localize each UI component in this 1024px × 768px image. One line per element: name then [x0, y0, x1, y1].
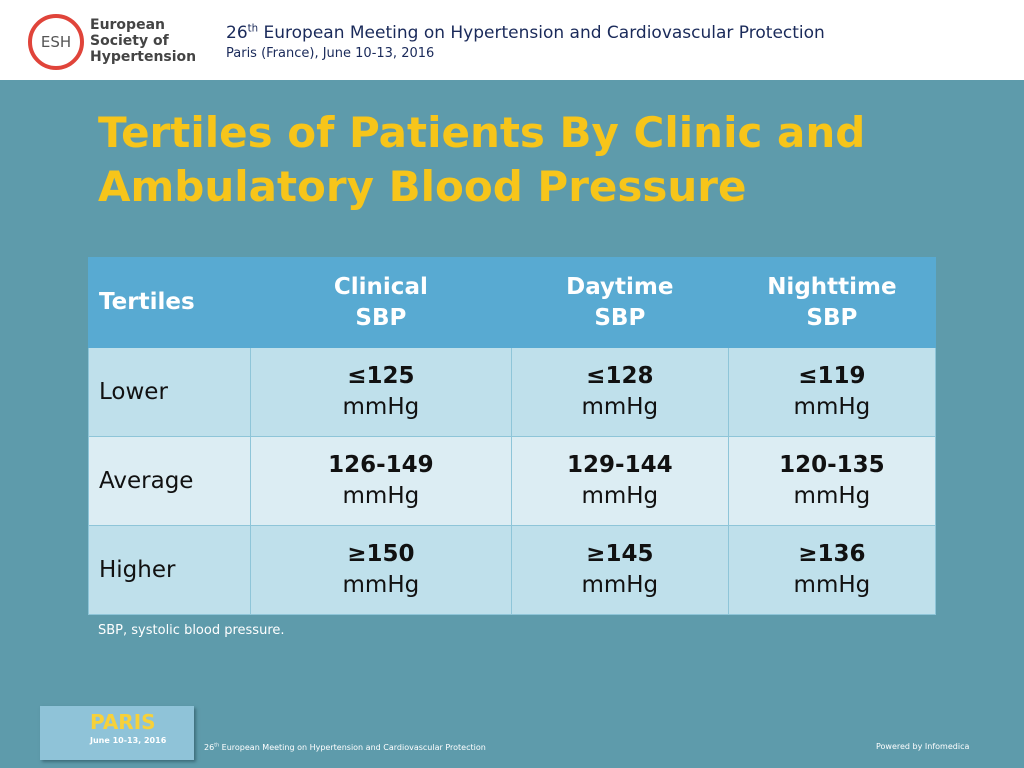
- header-cell: Tertiles: [88, 257, 251, 348]
- cell-value: ≥145: [586, 541, 654, 567]
- data-cell: ≥136 mmHg: [727, 525, 937, 615]
- logo-mark: ESH: [28, 14, 84, 70]
- cell-unit: mmHg: [793, 394, 871, 420]
- meeting-suffix: th: [247, 23, 259, 35]
- header-line: Clinical: [333, 273, 428, 300]
- header-line: Nighttime: [767, 273, 897, 300]
- cell-unit: mmHg: [342, 483, 420, 509]
- title-line: Tertiles of Patients By Clinic and: [98, 108, 866, 157]
- cell-unit: mmHg: [342, 572, 420, 598]
- cell-unit: mmHg: [342, 394, 420, 420]
- cell-unit: mmHg: [793, 572, 871, 598]
- row-label: Average: [88, 436, 251, 526]
- data-cell: 129-144 mmHg: [510, 436, 729, 526]
- cell-value: ≤125: [347, 363, 415, 389]
- meeting-title: 26th European Meeting on Hypertension an…: [226, 23, 825, 43]
- data-cell: ≥150 mmHg: [249, 525, 512, 615]
- row-label: Lower: [88, 347, 251, 437]
- row-label: Higher: [88, 525, 251, 615]
- footer-name: European Meeting on Hypertension and Car…: [219, 743, 486, 752]
- footer-meeting: 26th European Meeting on Hypertension an…: [204, 743, 486, 752]
- header-cell: Nighttime SBP: [727, 257, 937, 348]
- header-line: Daytime: [566, 273, 674, 300]
- header-line: SBP: [594, 304, 646, 331]
- header-line: Tertiles: [99, 289, 195, 315]
- data-cell: ≤125 mmHg: [249, 347, 512, 437]
- header-cell: Clinical SBP: [249, 257, 512, 348]
- header-bar: ESH European Society of Hypertension 26t…: [0, 0, 1024, 80]
- data-row: Average 126-149 mmHg 129-144 mmHg 120-135 mmHg: [88, 436, 937, 526]
- cell-value: 126-149: [328, 452, 434, 478]
- logo-ring: [28, 14, 84, 70]
- cell-value: ≥136: [798, 541, 866, 567]
- footer-suffix: th: [214, 743, 220, 749]
- slide-title: Tertiles of Patients By Clinic and Ambul…: [98, 106, 865, 214]
- footer-number: 26: [204, 743, 215, 752]
- cell-unit: mmHg: [793, 483, 871, 509]
- cell-unit: mmHg: [581, 483, 659, 509]
- header-line: SBP: [806, 304, 858, 331]
- data-cell: ≤119 mmHg: [727, 347, 937, 437]
- title-line: Ambulatory Blood Pressure: [98, 162, 747, 211]
- cell-unit: mmHg: [581, 394, 659, 420]
- meeting-number: 26: [226, 23, 248, 43]
- badge-city: PARIS: [90, 710, 156, 734]
- logo-line: Hypertension: [90, 49, 197, 65]
- data-cell: ≥145 mmHg: [510, 525, 729, 615]
- header-line: SBP: [355, 304, 407, 331]
- data-cell: ≤128 mmHg: [510, 347, 729, 437]
- footer-credit: Powered by Infomedica: [876, 742, 970, 751]
- meeting-location: Paris (France), June 10-13, 2016: [226, 46, 435, 61]
- tertile-table: Tertiles Clinical SBP Daytime SBP Nighttime SB…: [88, 257, 937, 615]
- logo-text: ESH: [41, 33, 71, 51]
- cell-value: ≤128: [586, 363, 654, 389]
- header-cell: Daytime SBP: [510, 257, 729, 348]
- meeting-name: European Meeting on Hypertension and Car…: [258, 23, 825, 43]
- cell-value: ≤119: [798, 363, 866, 389]
- header-row: Tertiles Clinical SBP Daytime SBP Nighttime SB…: [88, 257, 937, 348]
- cell-unit: mmHg: [581, 572, 659, 598]
- logo-line: Society of: [90, 33, 169, 49]
- data-cell: 126-149 mmHg: [249, 436, 512, 526]
- badge-dates: June 10-13, 2016: [90, 736, 167, 745]
- cell-value: 129-144: [567, 452, 673, 478]
- cell-value: 120-135: [779, 452, 885, 478]
- cell-value: ≥150: [347, 541, 415, 567]
- data-row: Higher ≥150 mmHg ≥145 mmHg ≥136 mmHg: [88, 525, 937, 615]
- footnote: SBP, systolic blood pressure.: [98, 623, 285, 638]
- logo-name: European Society of Hypertension: [90, 17, 196, 65]
- logo-line: European: [90, 17, 165, 33]
- data-cell: 120-135 mmHg: [727, 436, 937, 526]
- data-row: Lower ≤125 mmHg ≤128 mmHg ≤119 mmHg: [88, 347, 937, 437]
- paris-badge: PARIS June 10-13, 2016: [40, 706, 194, 760]
